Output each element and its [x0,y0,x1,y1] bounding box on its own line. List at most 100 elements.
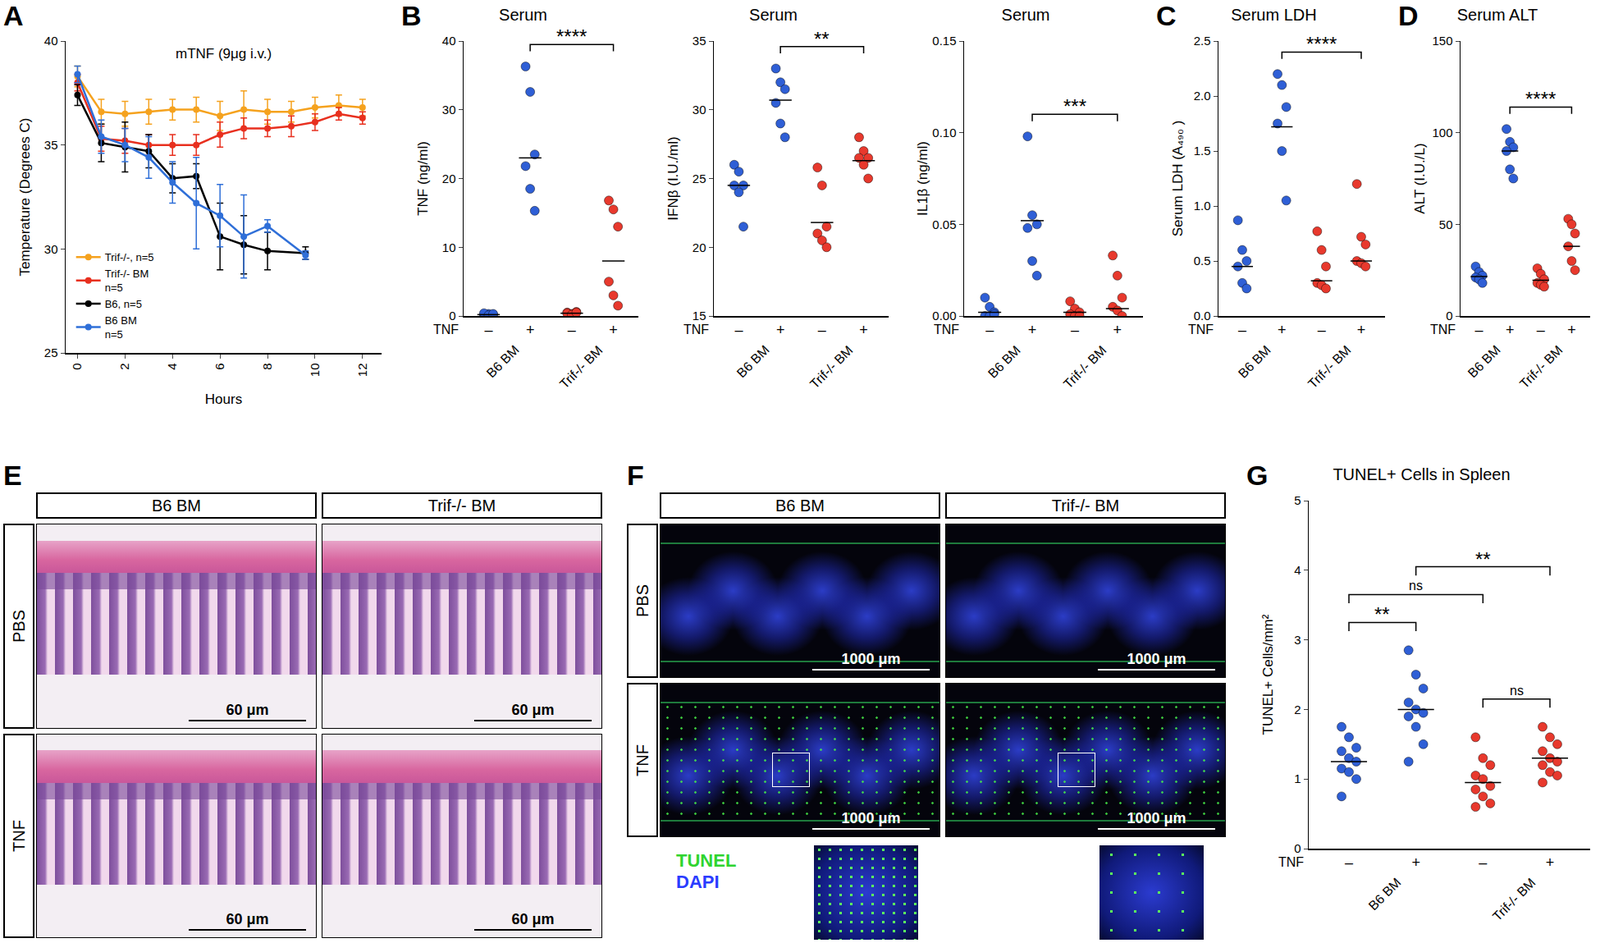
svg-text:1: 1 [1293,771,1301,786]
svg-text:TNF (ng/ml): TNF (ng/ml) [415,141,431,216]
svg-text:+: + [1567,321,1577,339]
svg-text:+: + [776,321,786,339]
svg-text:100: 100 [1431,125,1453,140]
svg-text:****: **** [1525,87,1556,110]
svg-text:+: + [1411,854,1421,871]
svg-text:40: 40 [44,33,59,48]
svg-text:0: 0 [448,308,456,323]
svg-text:mTNF (9μg i.v.): mTNF (9μg i.v.) [175,45,272,62]
svg-text:TUNEL+ Cells in Spleen: TUNEL+ Cells in Spleen [1332,465,1510,484]
svg-text:50: 50 [1439,217,1454,232]
svg-text:Trif-/- BM: Trif-/- BM [1305,342,1354,392]
svg-text:B6 BM: B6 BM [1235,342,1274,381]
svg-text:B6 BM: B6 BM [734,342,773,380]
svg-text:2.5: 2.5 [1193,33,1212,48]
svg-text:B6 BM: B6 BM [484,342,522,380]
svg-text:0.5: 0.5 [1193,253,1212,268]
svg-text:**: ** [1475,548,1491,571]
svg-text:+: + [1113,321,1123,339]
svg-text:–: – [567,321,576,339]
svg-text:1.5: 1.5 [1193,143,1212,158]
svg-text:+: + [608,321,618,339]
svg-text:–: – [985,321,994,339]
svg-text:TUNEL+ Cells/mm²: TUNEL+ Cells/mm² [1260,613,1276,735]
svg-text:2: 2 [1293,702,1301,717]
svg-text:15: 15 [692,308,707,323]
svg-text:1.0: 1.0 [1193,198,1212,213]
svg-text:0: 0 [1445,308,1453,323]
svg-text:+: + [525,321,535,339]
svg-text:Trif-/- BMn=5: Trif-/- BMn=5 [105,267,150,294]
svg-text:35: 35 [44,137,59,152]
svg-text:30: 30 [442,102,457,117]
svg-text:TNF: TNF [1278,854,1304,869]
svg-text:ns: ns [1509,683,1524,698]
svg-text:0.05: 0.05 [932,217,956,232]
svg-text:0.15: 0.15 [932,33,956,48]
svg-text:Serum: Serum [498,5,548,24]
svg-text:12: 12 [355,363,370,378]
svg-text:**: ** [813,27,830,51]
svg-text:Serum LDH (A₄₉₀ ): Serum LDH (A₄₉₀ ) [1170,120,1186,238]
svg-text:ALT (I.U./L): ALT (I.U./L) [1412,142,1428,214]
svg-text:Trif-/- BM: Trif-/- BM [807,342,856,392]
svg-text:Serum: Serum [1001,5,1051,24]
svg-text:–: – [1478,854,1487,871]
svg-text:TNF: TNF [933,322,960,337]
svg-text:TNF: TNF [1430,322,1456,337]
svg-text:**: ** [1374,603,1390,626]
svg-text:20: 20 [692,240,707,255]
svg-text:***: *** [1063,95,1087,118]
svg-text:–: – [734,321,743,339]
svg-text:IFNβ (I.U./ml): IFNβ (I.U./ml) [665,136,682,220]
svg-text:35: 35 [692,33,707,48]
svg-text:****: **** [556,25,587,48]
svg-text:–: – [1475,321,1484,339]
svg-text:30: 30 [44,242,59,256]
svg-text:–: – [484,321,493,339]
svg-text:–: – [818,321,827,339]
svg-text:Serum: Serum [749,5,798,24]
svg-text:B6 BM: B6 BM [1366,874,1404,913]
svg-text:IL1β (ng/ml): IL1β (ng/ml) [914,141,931,216]
svg-text:40: 40 [442,33,457,48]
svg-text:+: + [1277,321,1287,339]
svg-text:3: 3 [1293,632,1301,647]
svg-text:B6 BMn=5: B6 BMn=5 [105,314,138,341]
svg-text:****: **** [1306,32,1337,55]
svg-text:8: 8 [260,363,275,371]
svg-text:+: + [1545,854,1555,871]
svg-text:–: – [1344,854,1354,871]
svg-text:–: – [1238,321,1247,339]
svg-text:–: – [1536,321,1546,339]
svg-text:Serum LDH: Serum LDH [1230,5,1317,24]
svg-text:5: 5 [1293,493,1301,508]
svg-text:+: + [1505,321,1515,339]
svg-text:+: + [859,321,869,339]
svg-text:ns: ns [1408,578,1423,593]
svg-text:Trif-/- BM: Trif-/- BM [1517,342,1566,392]
svg-text:B6 BM: B6 BM [985,342,1024,381]
svg-text:30: 30 [692,102,707,117]
svg-text:10: 10 [307,363,322,378]
svg-text:TNF: TNF [433,322,459,337]
svg-text:6: 6 [212,363,227,371]
svg-text:+: + [1357,321,1367,339]
svg-text:B6 BM: B6 BM [1465,342,1504,380]
svg-text:TNF: TNF [683,322,709,337]
svg-text:–: – [1070,321,1079,339]
svg-text:4: 4 [164,363,179,371]
svg-text:Hours: Hours [205,391,243,407]
svg-text:0.0: 0.0 [1193,308,1212,323]
svg-text:–: – [1317,321,1326,339]
svg-text:Temperature (Degrees C): Temperature (Degrees C) [17,118,33,277]
svg-text:0.00: 0.00 [932,308,956,323]
svg-text:Serum ALT: Serum ALT [1457,5,1539,24]
svg-text:25: 25 [692,171,707,186]
svg-text:Trif-/- BM: Trif-/- BM [1060,342,1110,392]
svg-text:0: 0 [69,363,84,371]
svg-text:Trif-/- BM: Trif-/- BM [1490,875,1539,924]
svg-text:150: 150 [1431,33,1453,48]
svg-text:Trif-/- BM: Trif-/- BM [557,342,606,392]
svg-text:4: 4 [1293,562,1301,577]
